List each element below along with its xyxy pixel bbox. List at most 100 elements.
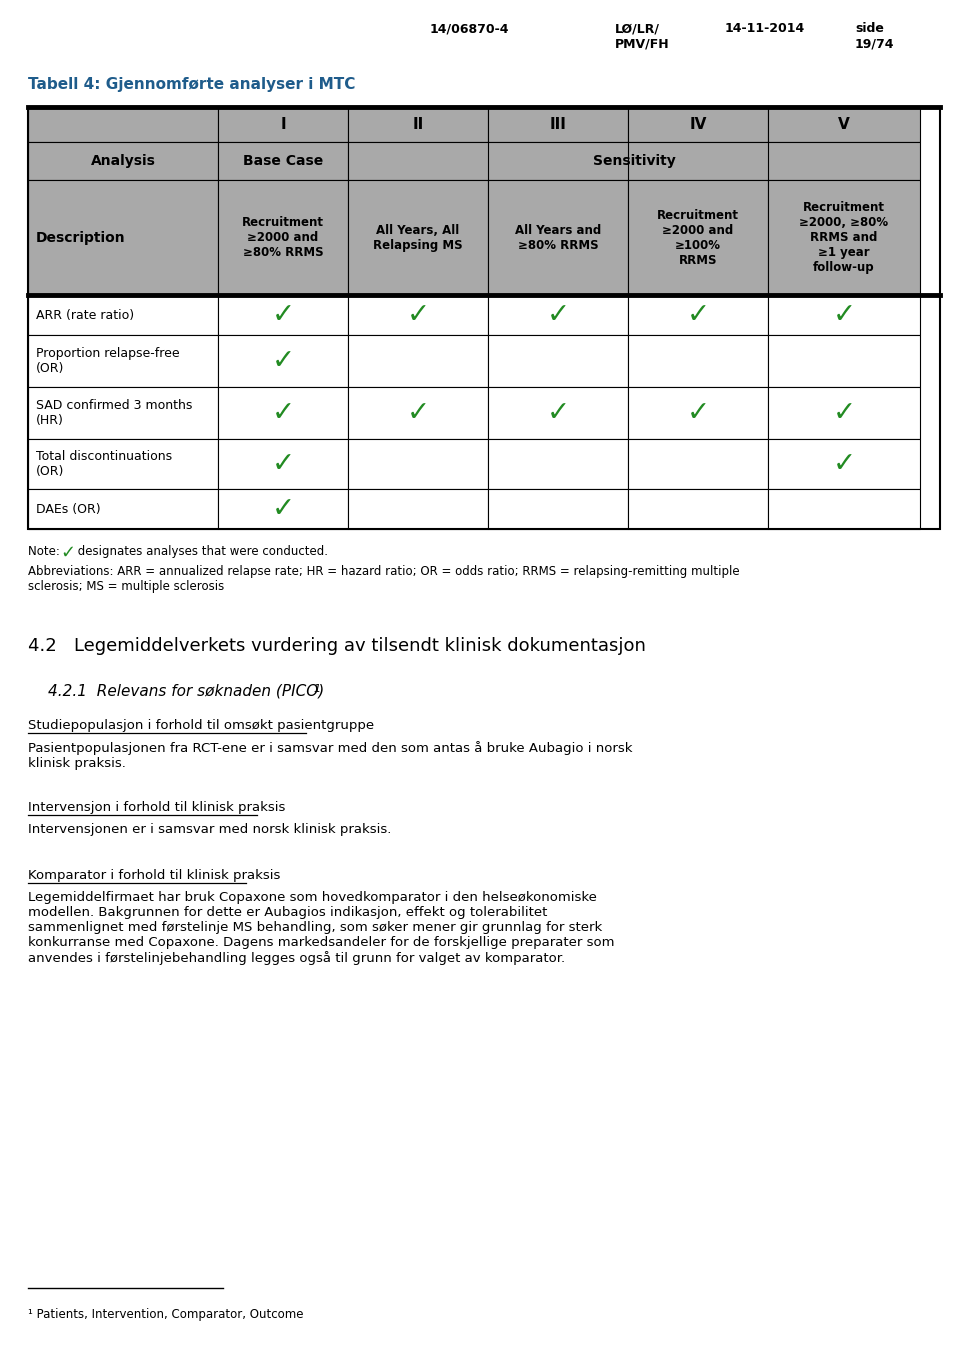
Text: All Years and
≥80% RRMS: All Years and ≥80% RRMS: [515, 223, 601, 252]
Bar: [28, 142, 218, 179]
Text: SAD confirmed 3 months
(HR): SAD confirmed 3 months (HR): [36, 399, 192, 427]
Text: Analysis: Analysis: [90, 153, 156, 169]
Text: ✓: ✓: [686, 301, 709, 329]
Bar: [28, 107, 940, 529]
Bar: [488, 295, 628, 336]
Text: Base Case: Base Case: [243, 153, 324, 169]
Text: 14/06870-4: 14/06870-4: [430, 22, 510, 36]
Bar: [768, 489, 920, 529]
Bar: [348, 336, 488, 386]
Text: Komparator i forhold til klinisk praksis: Komparator i forhold til klinisk praksis: [28, 869, 280, 882]
Text: designates analyses that were conducted.: designates analyses that were conducted.: [74, 545, 328, 558]
Text: ✓: ✓: [272, 449, 295, 478]
Text: ✓: ✓: [686, 399, 709, 427]
Text: Pasientpopulasjonen fra RCT-ene er i samsvar med den som antas å bruke Aubagio i: Pasientpopulasjonen fra RCT-ene er i sam…: [28, 741, 633, 770]
Bar: [628, 489, 768, 529]
Bar: [488, 179, 628, 295]
Text: 14-11-2014: 14-11-2014: [725, 22, 805, 36]
Text: Studiepopulasjon i forhold til omsøkt pasientgruppe: Studiepopulasjon i forhold til omsøkt pa…: [28, 719, 374, 732]
Bar: [28, 386, 218, 438]
Text: All Years, All
Relapsing MS: All Years, All Relapsing MS: [373, 223, 463, 252]
Bar: [628, 295, 768, 336]
Bar: [628, 107, 768, 142]
Text: ✓: ✓: [272, 301, 295, 329]
Text: Recruitment
≥2000 and
≥80% RRMS: Recruitment ≥2000 and ≥80% RRMS: [242, 216, 324, 259]
Text: Intervensjon i forhold til klinisk praksis: Intervensjon i forhold til klinisk praks…: [28, 801, 285, 814]
Bar: [218, 107, 348, 142]
Bar: [628, 438, 768, 489]
Bar: [28, 107, 218, 142]
Bar: [488, 438, 628, 489]
Text: Intervensjonen er i samsvar med norsk klinisk praksis.: Intervensjonen er i samsvar med norsk kl…: [28, 823, 392, 836]
Bar: [28, 489, 218, 529]
Text: Sensitivity: Sensitivity: [592, 153, 676, 169]
Text: ¹ Patients, Intervention, Comparator, Outcome: ¹ Patients, Intervention, Comparator, Ou…: [28, 1308, 303, 1321]
Text: DAEs (OR): DAEs (OR): [36, 503, 101, 515]
Bar: [348, 179, 488, 295]
Text: ✓: ✓: [60, 544, 75, 562]
Bar: [348, 438, 488, 489]
Text: III: III: [549, 116, 566, 132]
Text: ✓: ✓: [832, 301, 855, 329]
Bar: [348, 107, 488, 142]
Text: Recruitment
≥2000, ≥80%
RRMS and
≥1 year
follow-up: Recruitment ≥2000, ≥80% RRMS and ≥1 year…: [800, 201, 889, 274]
Text: Tabell 4: Gjennomførte analyser i MTC: Tabell 4: Gjennomførte analyser i MTC: [28, 77, 355, 92]
Text: ARR (rate ratio): ARR (rate ratio): [36, 308, 134, 322]
Bar: [628, 336, 768, 386]
Text: IV: IV: [689, 116, 707, 132]
Bar: [218, 336, 348, 386]
Bar: [218, 179, 348, 295]
Text: LØ/LR/: LØ/LR/: [615, 22, 660, 36]
Bar: [348, 489, 488, 529]
Text: ✓: ✓: [272, 495, 295, 523]
Text: I: I: [280, 116, 286, 132]
Text: side: side: [855, 22, 884, 36]
Bar: [218, 489, 348, 529]
Text: Note:: Note:: [28, 545, 63, 558]
Bar: [488, 336, 628, 386]
Bar: [218, 438, 348, 489]
Text: 19/74: 19/74: [855, 37, 895, 49]
Bar: [348, 386, 488, 438]
Text: Legemiddelfirmaet har bruk Copaxone som hovedkomparator i den helseøkonomiske
mo: Legemiddelfirmaet har bruk Copaxone som …: [28, 890, 614, 964]
Bar: [28, 179, 218, 295]
Bar: [218, 295, 348, 336]
Bar: [488, 107, 628, 142]
Bar: [768, 386, 920, 438]
Bar: [768, 295, 920, 336]
Bar: [28, 295, 218, 336]
Bar: [28, 438, 218, 489]
Bar: [28, 336, 218, 386]
Text: Proportion relapse-free
(OR): Proportion relapse-free (OR): [36, 347, 180, 375]
Text: ✓: ✓: [832, 449, 855, 478]
Text: Abbreviations: ARR = annualized relapse rate; HR = hazard ratio; OR = odds ratio: Abbreviations: ARR = annualized relapse …: [28, 564, 739, 593]
Bar: [348, 142, 920, 179]
Text: ✓: ✓: [406, 399, 430, 427]
Text: Recruitment
≥2000 and
≥100%
RRMS: Recruitment ≥2000 and ≥100% RRMS: [657, 208, 739, 267]
Text: Total discontinuations
(OR): Total discontinuations (OR): [36, 449, 172, 478]
Bar: [628, 386, 768, 438]
Text: ✓: ✓: [272, 399, 295, 427]
Text: Description: Description: [36, 230, 126, 244]
Bar: [768, 107, 920, 142]
Bar: [488, 489, 628, 529]
Bar: [218, 386, 348, 438]
Text: V: V: [838, 116, 850, 132]
Text: ✓: ✓: [546, 399, 569, 427]
Bar: [768, 179, 920, 295]
Bar: [488, 386, 628, 438]
Text: II: II: [413, 116, 423, 132]
Text: ✓: ✓: [832, 399, 855, 427]
Text: 4.2   Legemiddelverkets vurdering av tilsendt klinisk dokumentasjon: 4.2 Legemiddelverkets vurdering av tilse…: [28, 637, 646, 655]
Text: ✓: ✓: [546, 301, 569, 329]
Text: 4.2.1  Relevans for søknaden (PICO): 4.2.1 Relevans for søknaden (PICO): [48, 684, 329, 697]
Text: 1: 1: [313, 684, 320, 695]
Bar: [348, 295, 488, 336]
Bar: [218, 142, 348, 179]
Text: ✓: ✓: [406, 301, 430, 329]
Bar: [628, 179, 768, 295]
Text: ✓: ✓: [272, 347, 295, 375]
Bar: [768, 336, 920, 386]
Text: PMV/FH: PMV/FH: [615, 37, 670, 49]
Bar: [768, 438, 920, 489]
